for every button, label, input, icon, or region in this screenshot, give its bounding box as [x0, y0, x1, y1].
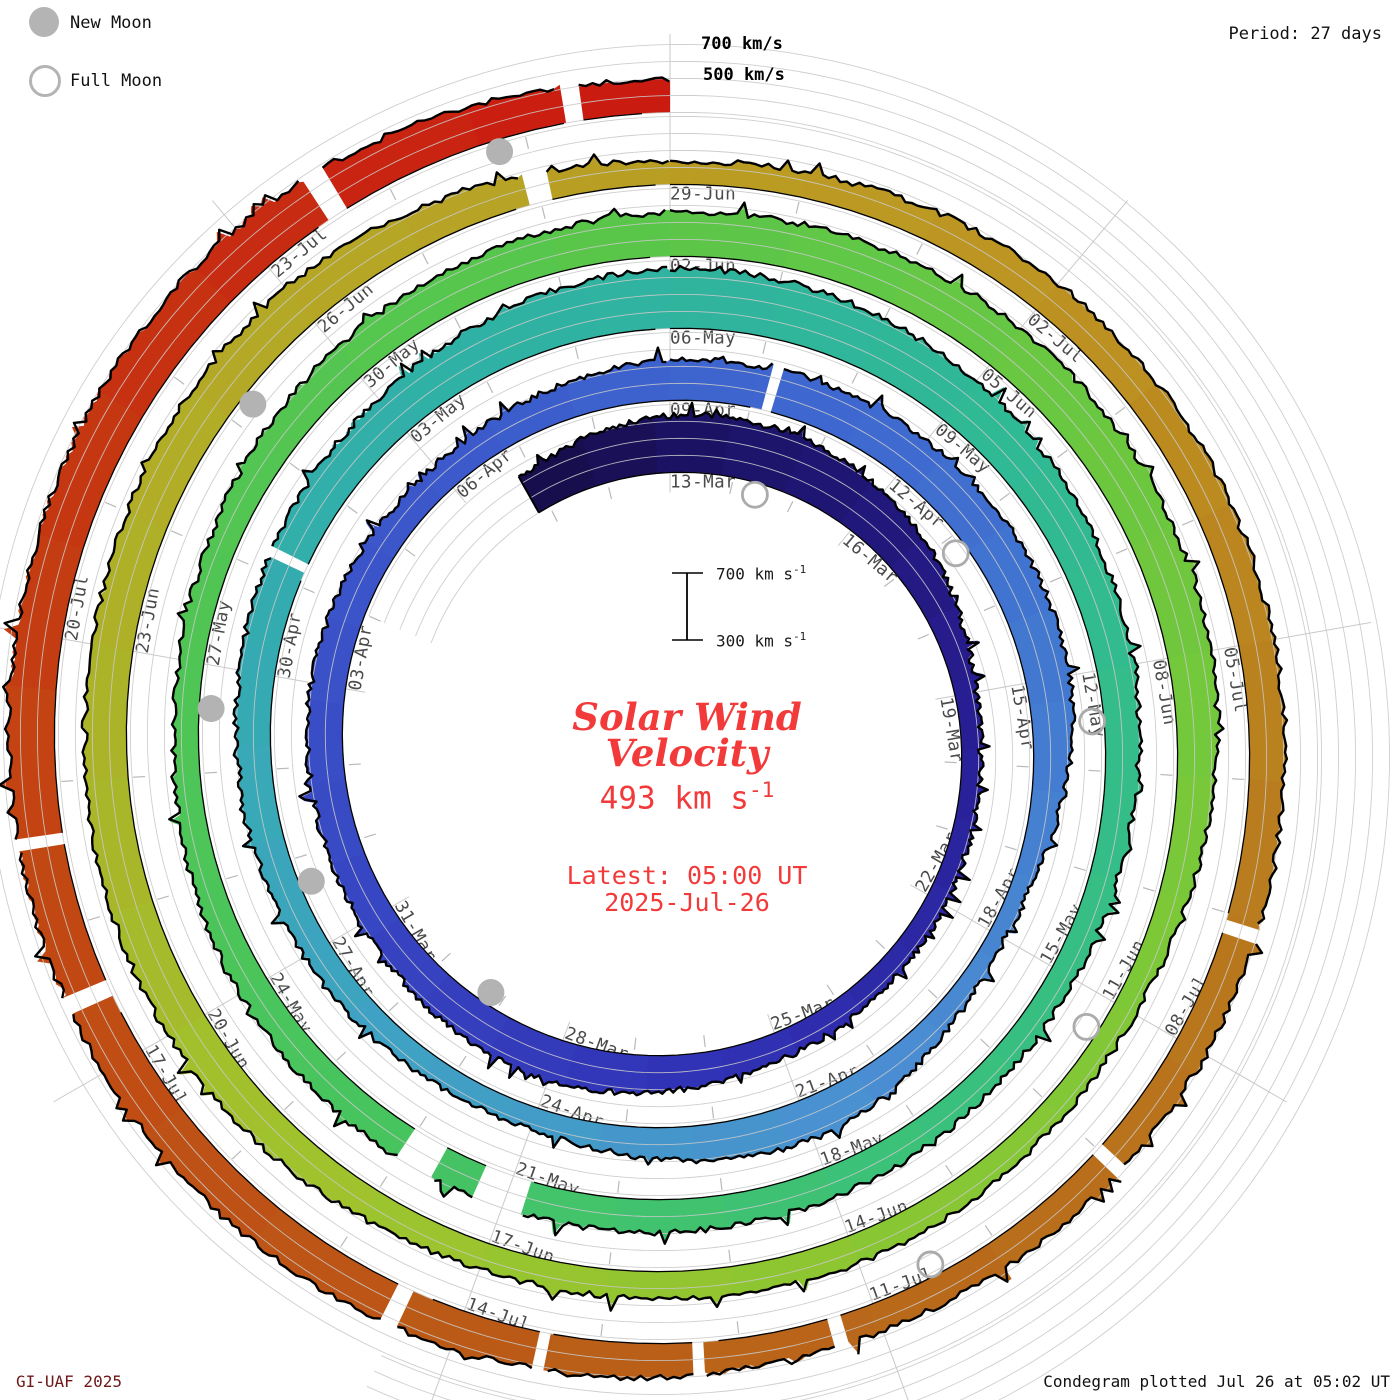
- full-moon-marker-14-Mar: [740, 480, 769, 509]
- latest-time-label: Latest: 05:00 UT: [566, 861, 808, 890]
- credit-label: GI-UAF 2025: [16, 1372, 122, 1391]
- new-moon-marker-27-Apr: [297, 867, 325, 895]
- svg-text:06-May: 06-May: [670, 329, 736, 349]
- full-moon-icon: [29, 65, 61, 97]
- full-moon-marker-12-May: [1078, 707, 1107, 736]
- new-moon-marker-25-Jun: [239, 390, 267, 418]
- legend-new-moon-label: New Moon: [70, 13, 152, 33]
- new-moon-marker-26-May: [197, 695, 225, 723]
- new-moon-marker-29-Mar: [477, 979, 505, 1007]
- scalebar-bottom-label: 300 km s-1: [716, 630, 807, 651]
- chart-title-line1: Solar Wind: [572, 695, 802, 739]
- plotted-timestamp-label: Condegram plotted Jul 26 at 05:02 UT: [1043, 1372, 1390, 1391]
- latest-date-label: 2025-Jul-26: [604, 888, 770, 917]
- period-label: Period: 27 days: [1228, 24, 1382, 44]
- outer-scale-500: 500 km/s: [703, 65, 785, 85]
- current-velocity-value: 493 km s-1: [599, 777, 775, 817]
- chart-title-line2: Velocity: [605, 731, 769, 775]
- scalebar-top-label: 700 km s-1: [716, 563, 807, 584]
- legend-full-moon-label: Full Moon: [70, 71, 163, 91]
- full-moon-marker-10-Jul: [916, 1250, 945, 1279]
- new-moon-icon: [29, 7, 59, 37]
- new-moon-marker-24-Jul: [486, 138, 514, 166]
- svg-text:29-Jun: 29-Jun: [670, 185, 736, 205]
- full-moon-marker-11-Jun: [1072, 1012, 1101, 1041]
- svg-text:13-Mar: 13-Mar: [670, 473, 736, 493]
- outer-scale-700: 700 km/s: [701, 34, 783, 54]
- full-moon-marker-13-Apr: [941, 539, 970, 568]
